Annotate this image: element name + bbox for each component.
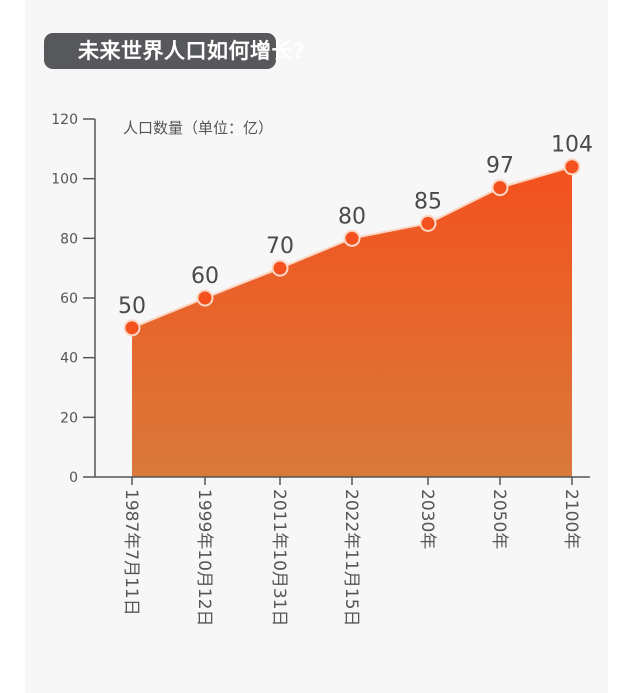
x-tick-label: 1999年10月12日	[194, 489, 214, 627]
axes: 0 20 40 60 80 100 120 1987年7月11日 1999年10月12日 2011…	[51, 112, 590, 627]
x-tick-label: 2050年	[489, 489, 509, 549]
y-tick-label: 80	[60, 231, 78, 247]
y-tick-label: 0	[69, 470, 78, 486]
data-label: 104	[551, 133, 593, 158]
y-axis-unit-label: 人口数量（单位：亿）	[123, 119, 274, 137]
data-label: 80	[338, 204, 366, 229]
data-points: 50 60 70 80 85 97 104	[118, 133, 593, 337]
data-point	[271, 259, 289, 277]
x-tick-label: 2030年	[417, 489, 437, 549]
data-point	[196, 289, 214, 307]
data-point	[123, 319, 141, 337]
x-tick-label: 2011年10月31日	[269, 489, 289, 627]
chart-title: 未来世界人口如何增长?	[78, 39, 306, 63]
data-label: 85	[414, 189, 442, 214]
y-tick-label: 40	[60, 351, 78, 367]
y-tick-label: 60	[60, 291, 78, 307]
y-tick-label: 100	[51, 172, 78, 188]
data-point	[491, 179, 509, 197]
data-label: 50	[118, 294, 146, 319]
x-tick-label: 1987年7月11日	[121, 489, 141, 616]
data-point	[343, 229, 361, 247]
x-tick-label: 2100年	[561, 489, 581, 549]
data-label: 97	[486, 154, 514, 179]
data-label: 60	[191, 264, 219, 289]
data-label: 70	[266, 234, 294, 259]
x-tick-label: 2022年11月15日	[341, 489, 361, 627]
title-badge	[44, 33, 276, 69]
y-tick-label: 20	[60, 410, 78, 426]
y-tick-label: 120	[51, 112, 78, 128]
data-point	[563, 158, 581, 176]
data-point	[419, 214, 437, 232]
area-shape	[132, 166, 572, 477]
